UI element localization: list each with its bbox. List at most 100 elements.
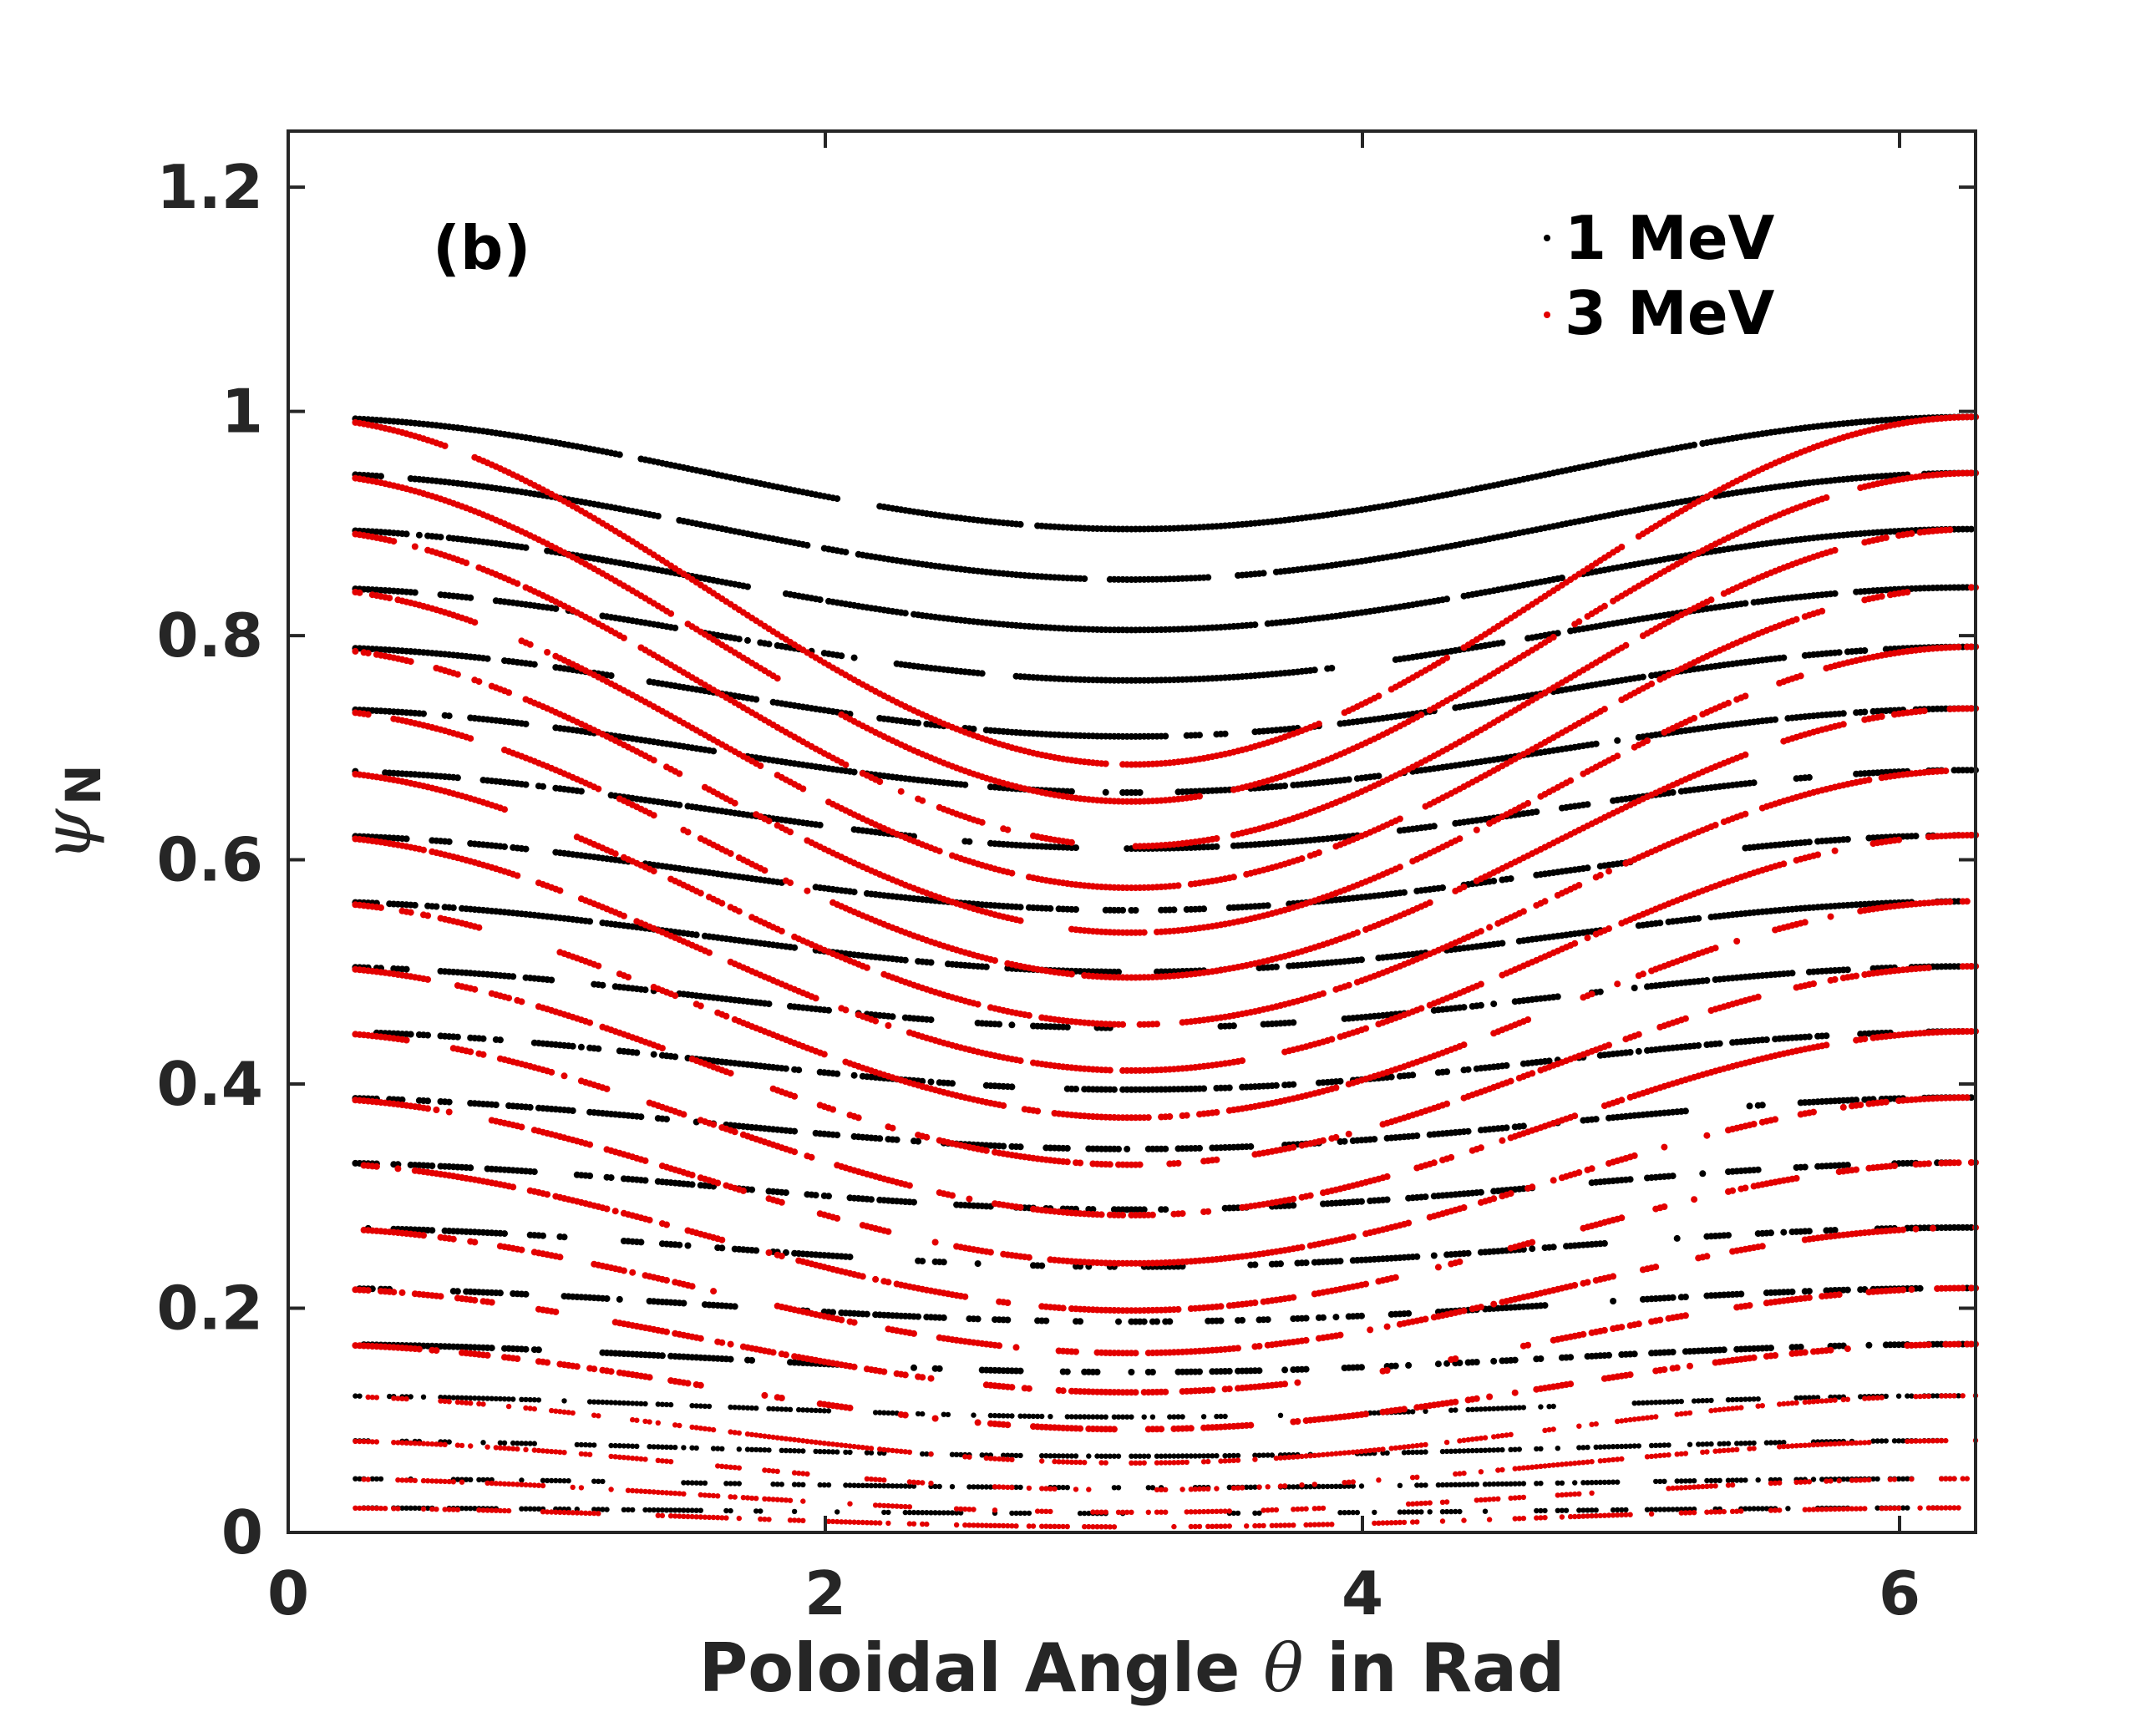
data-point <box>1430 823 1438 830</box>
data-point <box>1337 1077 1344 1085</box>
data-point <box>1277 1412 1284 1419</box>
data-point <box>1503 1124 1510 1132</box>
series-layer <box>352 413 1979 1530</box>
data-point <box>1584 864 1591 872</box>
data-point <box>765 641 773 648</box>
data-point <box>945 1411 951 1418</box>
data-point <box>595 1045 602 1052</box>
data-point <box>1235 1452 1241 1459</box>
data-point <box>420 710 427 717</box>
data-point <box>949 1080 956 1087</box>
data-point <box>911 1364 917 1371</box>
orbit-trace <box>373 1028 1966 1093</box>
data-point <box>1264 902 1271 909</box>
data-point <box>1213 843 1220 850</box>
data-point <box>591 1442 597 1448</box>
data-point <box>403 530 410 538</box>
data-point <box>357 1393 363 1399</box>
data-point <box>1068 788 1075 795</box>
data-point <box>1136 789 1144 796</box>
data-point <box>1708 1397 1714 1404</box>
data-point <box>569 1107 576 1114</box>
data-point <box>1464 1127 1472 1135</box>
data-point <box>876 1135 884 1142</box>
data-point <box>766 1447 772 1453</box>
data-point <box>667 1401 674 1408</box>
data-point <box>616 1295 623 1303</box>
data-point <box>1801 1163 1809 1171</box>
data-point <box>1635 1047 1642 1055</box>
data-point <box>1626 1049 1634 1056</box>
data-point <box>744 583 751 590</box>
data-point <box>927 1016 935 1024</box>
data-point <box>1550 1403 1556 1410</box>
data-point <box>1039 1413 1045 1420</box>
data-point <box>1149 1414 1156 1420</box>
data-point <box>501 843 508 850</box>
data-point <box>522 845 530 853</box>
data-point <box>1077 1318 1084 1325</box>
data-point <box>488 1345 495 1352</box>
data-point <box>484 655 491 662</box>
data-point <box>540 783 546 790</box>
orbit-trace <box>352 584 1975 684</box>
data-point <box>1780 1228 1788 1236</box>
data-point <box>1639 673 1646 681</box>
data-point <box>1200 1085 1208 1092</box>
data-point <box>501 1440 508 1446</box>
data-point <box>812 1192 819 1199</box>
data-point <box>1631 985 1638 991</box>
data-point <box>688 1181 696 1188</box>
data-point <box>706 1403 713 1410</box>
data-point <box>1554 993 1561 1000</box>
data-point <box>1247 1142 1255 1150</box>
data-point <box>753 696 760 703</box>
data-point <box>1912 833 1920 840</box>
data-point <box>1550 1243 1557 1251</box>
data-point <box>1302 1365 1310 1373</box>
data-point <box>522 720 530 727</box>
data-point <box>510 1396 516 1402</box>
data-point <box>1585 1444 1590 1451</box>
data-point <box>1162 1145 1169 1152</box>
data-point <box>838 652 845 660</box>
data-point <box>889 1013 896 1021</box>
data-point <box>480 1440 486 1446</box>
data-point <box>1038 1262 1046 1269</box>
data-point <box>535 1397 542 1403</box>
data-point <box>1669 1173 1677 1180</box>
data-point <box>1831 590 1839 597</box>
data-point <box>531 1441 537 1446</box>
data-point <box>586 918 594 925</box>
data-point <box>1610 1298 1617 1304</box>
data-point <box>424 1031 432 1039</box>
data-point <box>599 981 606 989</box>
data-point <box>1430 1252 1438 1259</box>
data-point <box>684 1242 692 1249</box>
data-point <box>1805 838 1813 846</box>
data-point <box>616 451 623 458</box>
data-point <box>1119 906 1127 914</box>
data-point <box>1453 1407 1458 1413</box>
data-point <box>1320 1314 1327 1321</box>
data-point <box>850 768 858 776</box>
data-point <box>1477 1001 1484 1009</box>
data-point <box>1103 1414 1108 1420</box>
data-point <box>1422 1193 1429 1201</box>
data-point <box>1162 732 1169 740</box>
data-point <box>445 712 453 720</box>
data-point <box>692 931 700 939</box>
data-point <box>1861 647 1869 654</box>
data-point <box>1115 1145 1122 1152</box>
data-point <box>1000 1142 1007 1150</box>
data-point <box>1460 1004 1468 1011</box>
data-point <box>1584 801 1591 808</box>
data-point <box>1341 1137 1348 1145</box>
data-point <box>1805 1033 1813 1041</box>
data-point <box>530 661 538 668</box>
data-point <box>748 1356 756 1364</box>
data-point <box>779 1482 784 1487</box>
data-point <box>437 534 444 541</box>
data-point <box>1805 773 1813 781</box>
data-point <box>1682 1107 1689 1115</box>
